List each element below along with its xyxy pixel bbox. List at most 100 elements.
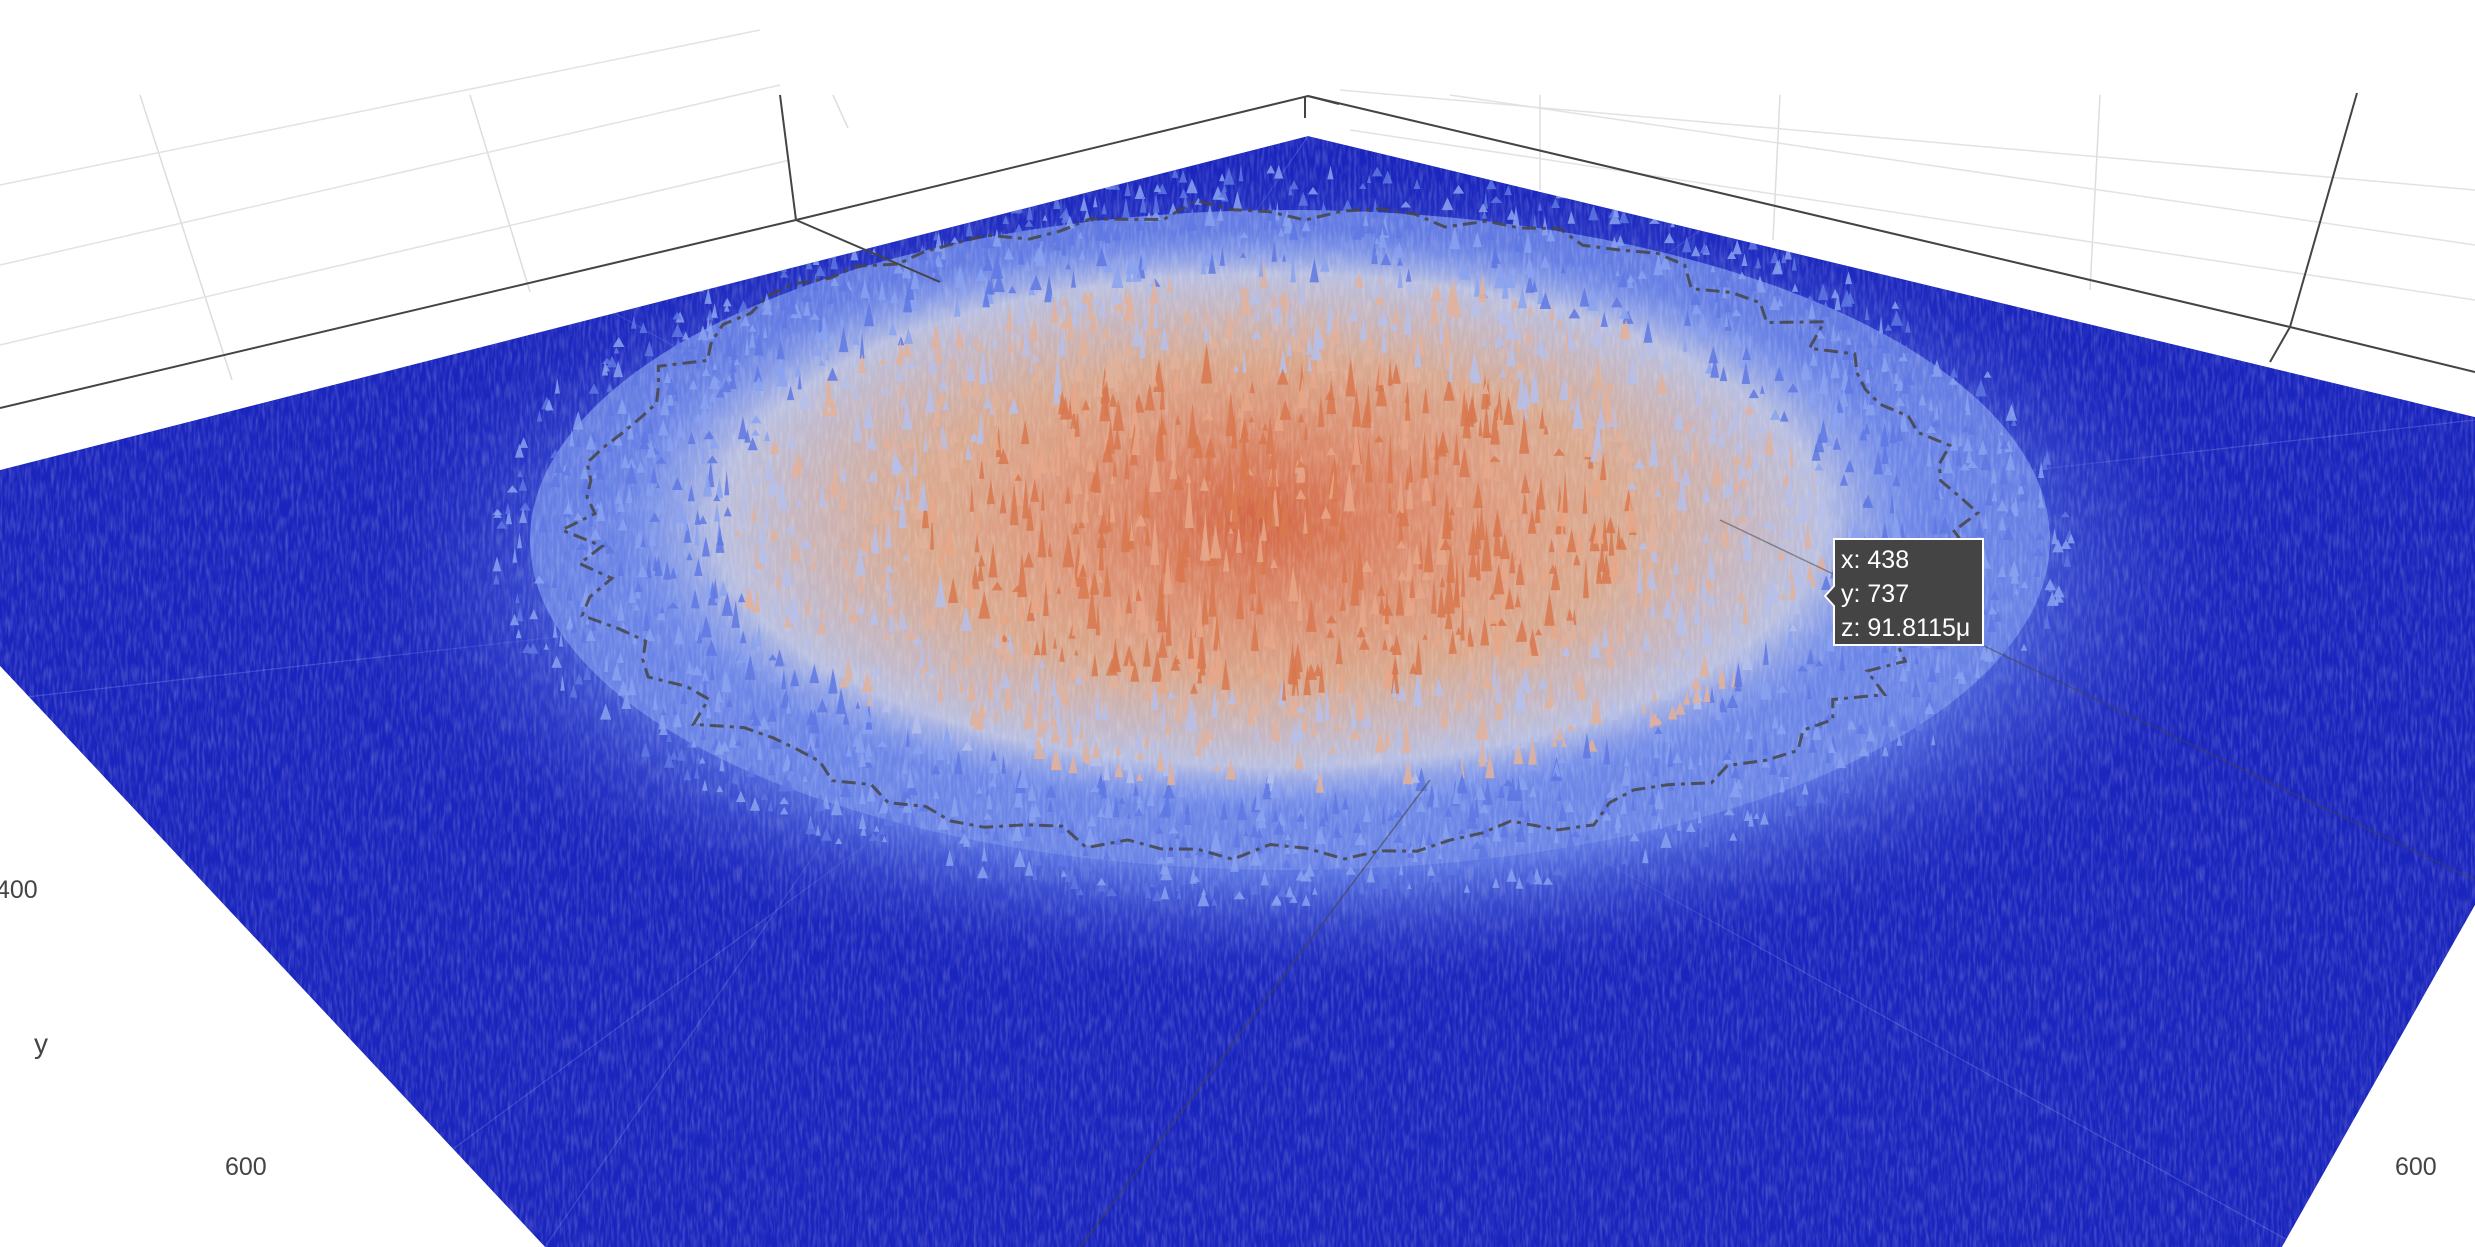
surface-spike [1726,421,1732,436]
surface-spike [1146,792,1156,806]
surface-spike [560,675,565,691]
surface-spike [828,668,838,694]
surface-spike [1149,880,1155,888]
surface-spike [1710,265,1716,273]
surface-spike [1780,593,1788,600]
surface-spike [1459,749,1466,756]
surface-spike [1552,771,1558,780]
surface-spike [786,434,797,448]
surface-spike [1160,863,1173,881]
surface-spike [634,529,643,549]
surface-spike [1706,593,1716,606]
surface-spike [594,502,601,509]
surface-spike [1699,654,1710,677]
surface-spike [638,439,650,450]
surface-spike [673,711,682,728]
surface-spike [1225,391,1236,437]
surface-spike [994,681,1000,695]
surface-spike [1060,396,1071,420]
surface-spike [1067,424,1078,458]
surface-spike [705,639,718,656]
surface-spike [1515,529,1521,565]
surface-spike [1234,871,1240,886]
surface-spike [1365,382,1372,423]
surface-spike [716,387,725,398]
surface-spike [1638,343,1644,365]
surface-spike [1840,289,1853,307]
surface-spike [912,635,924,646]
surface-spike [885,564,894,573]
surface-spike [933,230,939,241]
surface-spike [1539,407,1546,429]
surface-spike [1582,484,1588,514]
surface-spike [1723,268,1730,281]
surface-spike [1260,260,1268,289]
surface-spike [1221,183,1227,193]
surface-spike [1443,732,1451,748]
surface-spike [1014,473,1022,481]
surface-spike [865,741,873,757]
surface-spike [1806,560,1814,581]
wall-gridline [1772,94,1781,241]
surface-spike [1382,170,1393,184]
surface-spike [2004,440,2013,453]
surface-spike [1800,719,1809,737]
surface-spike [1991,490,1998,502]
surface-spike [647,416,654,434]
surface-spike [776,339,785,360]
surface-spike [1318,853,1326,871]
surface-spike [973,337,980,346]
surface-spike [1153,301,1159,329]
surface-spike [806,731,816,751]
surface-spike [1329,309,1341,344]
surface-spike [2037,496,2045,508]
surface-spike [954,750,963,775]
surface-spike [2005,452,2016,471]
surface-spike [512,547,518,563]
surface-spike [1094,688,1101,720]
surface-spike [1393,832,1403,843]
surface-spike [1514,776,1523,802]
surface-spike [1839,646,1845,671]
surface-spike [1552,732,1558,739]
surface-spike [1791,283,1799,292]
surface-spike [760,792,768,800]
surface-spike [1464,620,1469,660]
surface-spike [1268,614,1276,649]
surface-spike [814,793,826,812]
surface-spike [914,666,921,678]
surface-spike [888,319,897,336]
surface-spike [850,246,859,261]
surface-spike [1101,202,1107,215]
surface-spike [1446,285,1455,314]
surface-spike [1881,706,1889,726]
surface-spike [960,605,972,631]
surface-spike [906,781,919,796]
surface-spike [693,276,704,292]
surface-spike [1203,410,1215,421]
surface-spike [1294,665,1301,680]
surface-spike [1378,595,1385,614]
surface-spike [1001,755,1006,774]
surface-spike [1731,330,1743,348]
surface-spike [1385,725,1391,748]
surface-spike [1862,395,1869,410]
surface-spike [1609,544,1621,577]
surface-spike [1561,561,1567,572]
surface-spike [1644,333,1656,356]
surface-spike [1781,253,1787,264]
surface-spike [1662,596,1674,619]
surface-spike [689,379,698,390]
surface-spike [962,646,973,666]
surface-spike [1409,573,1416,598]
surface-spike [1349,728,1361,740]
surface-spike [1230,478,1240,530]
surface-spike [1810,726,1815,747]
surface-spike [994,687,1000,712]
surface-spike [1371,166,1383,177]
surface-spike [1304,863,1315,877]
surface-spike [1129,397,1141,439]
surface-spike [1266,761,1276,784]
